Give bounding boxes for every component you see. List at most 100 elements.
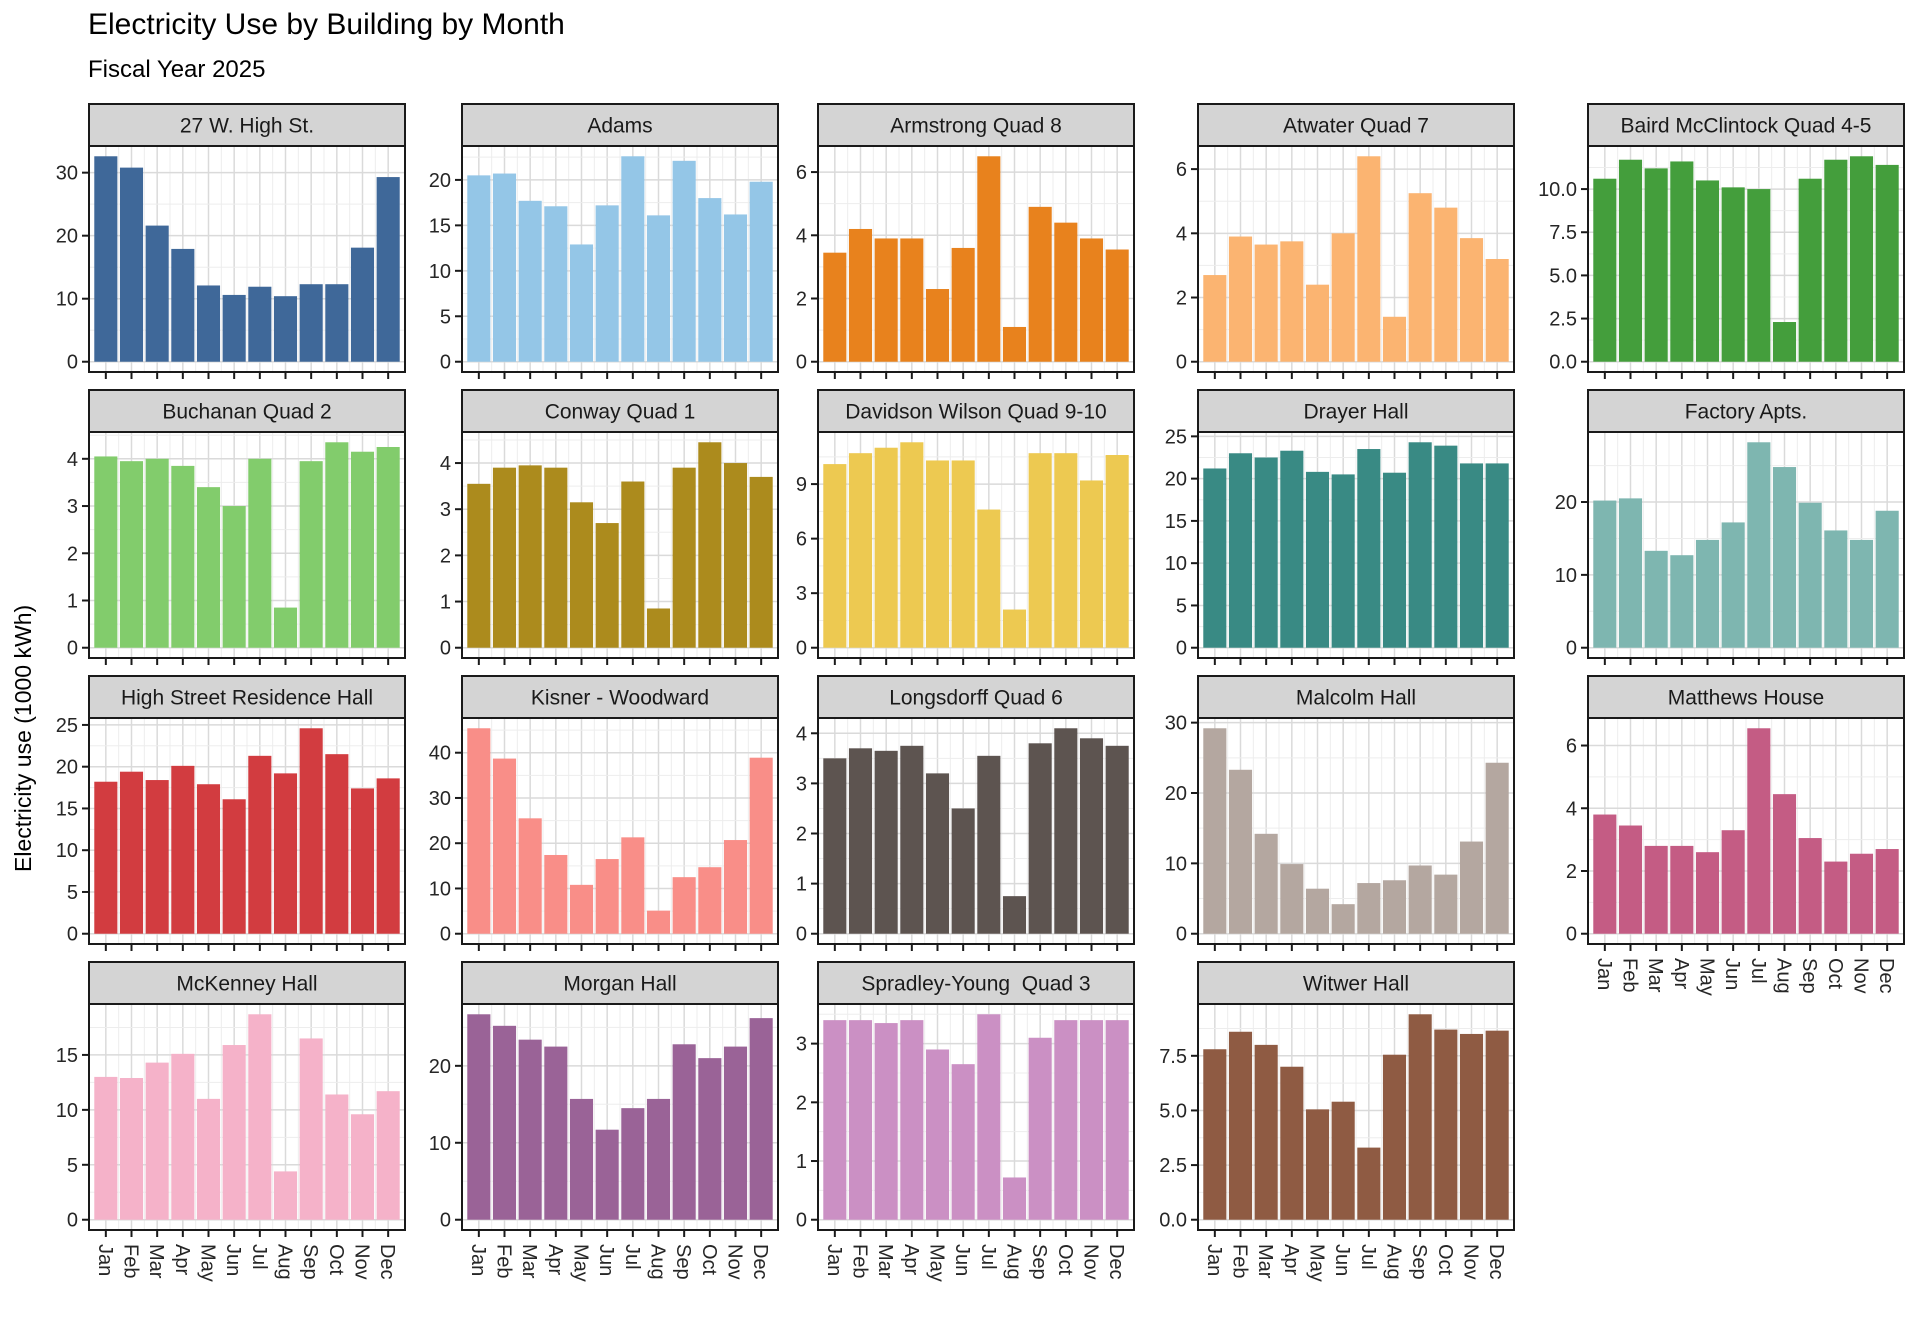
bar-jan — [94, 1076, 118, 1220]
bar-nov — [350, 247, 375, 362]
y-tick-label: 4 — [440, 453, 451, 475]
bar-aug — [1002, 896, 1027, 934]
bar-nov — [723, 1046, 748, 1220]
bar-jun — [1721, 830, 1745, 934]
x-tick-label-apr: Apr — [900, 1244, 922, 1275]
y-tick-label: 10 — [429, 261, 451, 283]
bar-sep — [1408, 1014, 1432, 1220]
facet-high-street-residence-hall: High Street Residence Hall 0 5 10 15 20 25 — [56, 675, 406, 951]
bar-sep — [1798, 502, 1822, 648]
facet-mckenney-hall: McKenney Hall 0 5 10 15 Jan Feb Mar Apr May Jun Jul… — [56, 961, 406, 1282]
facet-malcolm-hall: Malcolm Hall 0 10 20 30 — [1165, 675, 1515, 951]
facet-header — [817, 103, 1135, 147]
facet-header — [461, 389, 779, 433]
bar-oct — [1824, 530, 1848, 648]
bar-oct — [325, 1094, 349, 1220]
y-tick-label: 3 — [796, 583, 807, 605]
x-tick-label-apr: Apr — [1280, 1244, 1302, 1275]
chart-title: Electricity Use by Building by Month — [88, 8, 565, 41]
bar-mar — [518, 818, 542, 934]
bar-apr — [900, 1020, 924, 1220]
bar-apr — [1280, 864, 1304, 934]
facet-title: Longsdorff Quad 6 — [889, 687, 1063, 710]
bar-jun — [222, 506, 246, 648]
facet-matthews-house: Matthews House 0 2 4 6 Jan Feb Mar Apr May Jun Jul A… — [1566, 675, 1905, 996]
facet-title: Conway Quad 1 — [545, 401, 696, 424]
facet-header — [817, 961, 1135, 1005]
bar-sep — [1798, 178, 1822, 362]
bar-nov — [1079, 480, 1104, 648]
x-tick-label-oct: Oct — [325, 1244, 347, 1276]
y-tick-label: 10.0 — [1538, 179, 1577, 201]
bar-oct — [1054, 728, 1078, 934]
bar-apr — [1280, 450, 1304, 648]
bar-sep — [1408, 193, 1432, 362]
bar-may — [196, 285, 221, 362]
chart-subtitle: Fiscal Year 2025 — [88, 56, 266, 83]
x-tick-label-aug: Aug — [274, 1244, 296, 1280]
x-tick-label-jan: Jan — [1203, 1244, 1225, 1276]
bar-sep — [299, 728, 323, 934]
bar-jul — [621, 156, 645, 362]
bar-jun — [1331, 904, 1355, 934]
bar-nov — [1079, 1020, 1104, 1220]
facet-adams: Adams 0 5 10 15 20 — [429, 103, 779, 379]
bar-nov — [1849, 853, 1874, 934]
bar-apr — [900, 238, 924, 362]
facet-header — [1197, 103, 1515, 147]
bar-jan — [467, 1014, 491, 1220]
facet-title: McKenney Hall — [176, 973, 317, 996]
bar-jun — [1331, 233, 1355, 362]
x-tick-label-may: May — [197, 1244, 219, 1282]
y-tick-label: 3 — [796, 773, 807, 795]
bar-may — [569, 502, 594, 648]
facet-title: Armstrong Quad 8 — [890, 115, 1062, 138]
y-tick-label: 3 — [796, 1034, 807, 1056]
bar-mar — [1254, 457, 1278, 648]
x-tick-label-may: May — [1696, 958, 1718, 996]
x-tick-label-jun: Jun — [595, 1244, 617, 1276]
x-tick-label-oct: Oct — [698, 1244, 720, 1276]
bar-oct — [325, 442, 349, 648]
y-tick-label: 0 — [67, 1210, 78, 1232]
bar-sep — [1028, 206, 1052, 362]
bar-feb — [492, 758, 517, 934]
y-tick-label: 2 — [796, 289, 807, 311]
x-tick-label-jan: Jan — [94, 1244, 116, 1276]
bar-jan — [1593, 178, 1617, 362]
bar-apr — [900, 442, 924, 648]
bar-feb — [1228, 236, 1253, 362]
bar-feb — [848, 453, 873, 648]
facet-title: Spradley-Young Quad 3 — [861, 973, 1090, 996]
y-tick-label: 5 — [67, 1155, 78, 1177]
bar-may — [196, 784, 221, 934]
facet-title: Baird McClintock Quad 4-5 — [1621, 115, 1872, 138]
y-tick-label: 7.5 — [1159, 1046, 1187, 1068]
bar-feb — [119, 1077, 144, 1220]
x-tick-label-jan: Jan — [467, 1244, 489, 1276]
bar-aug — [646, 910, 671, 934]
bar-dec — [1485, 259, 1509, 362]
facet-header — [1587, 103, 1905, 147]
y-tick-label: 4 — [796, 225, 807, 247]
facet-header — [461, 961, 779, 1005]
bar-aug — [1382, 316, 1407, 362]
bar-feb — [119, 771, 144, 934]
x-tick-label-jul: Jul — [1747, 958, 1769, 984]
x-tick-label-feb: Feb — [849, 1244, 871, 1278]
bar-feb — [1228, 1031, 1253, 1220]
x-tick-label-dec: Dec — [1485, 1244, 1507, 1280]
bar-sep — [1028, 743, 1052, 934]
y-tick-label: 5 — [1176, 595, 1187, 617]
bar-may — [569, 884, 594, 934]
bar-jan — [1593, 500, 1617, 648]
bar-nov — [723, 214, 748, 362]
bar-jan — [467, 483, 491, 648]
bar-feb — [492, 467, 517, 648]
x-tick-label-jun: Jun — [1721, 958, 1743, 990]
bar-apr — [544, 467, 568, 648]
bar-oct — [1434, 874, 1458, 934]
y-tick-label: 6 — [796, 529, 807, 551]
bar-aug — [646, 1098, 671, 1220]
